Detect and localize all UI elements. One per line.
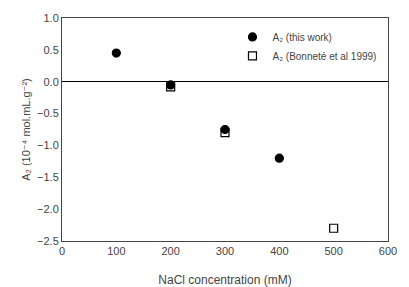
svg-text:−1.0: −1.0 (37, 139, 59, 151)
svg-text:−0.5: −0.5 (37, 107, 59, 119)
svg-text:0.0: 0.0 (44, 76, 59, 88)
svg-text:A₂ (Bonneté et al 1999): A₂ (Bonneté et al 1999) (272, 51, 376, 62)
svg-text:500: 500 (324, 245, 342, 257)
svg-text:200: 200 (161, 245, 179, 257)
svg-text:0.5: 0.5 (44, 44, 59, 56)
svg-text:A₂ (10⁻⁴ mol.mL.g⁻²): A₂ (10⁻⁴ mol.mL.g⁻²) (20, 78, 32, 181)
svg-text:A₂ (this work): A₂ (this work) (272, 32, 331, 43)
svg-text:300: 300 (216, 245, 234, 257)
svg-text:1.0: 1.0 (44, 12, 59, 24)
svg-text:100: 100 (107, 245, 125, 257)
svg-text:600: 600 (379, 245, 397, 257)
svg-text:NaCl concentration (mM): NaCl concentration (mM) (158, 273, 291, 287)
svg-text:−1.5: −1.5 (37, 171, 59, 183)
svg-text:0: 0 (59, 245, 65, 257)
svg-text:−2.0: −2.0 (37, 203, 59, 215)
svg-text:400: 400 (270, 245, 288, 257)
svg-text:−2.5: −2.5 (37, 235, 59, 247)
